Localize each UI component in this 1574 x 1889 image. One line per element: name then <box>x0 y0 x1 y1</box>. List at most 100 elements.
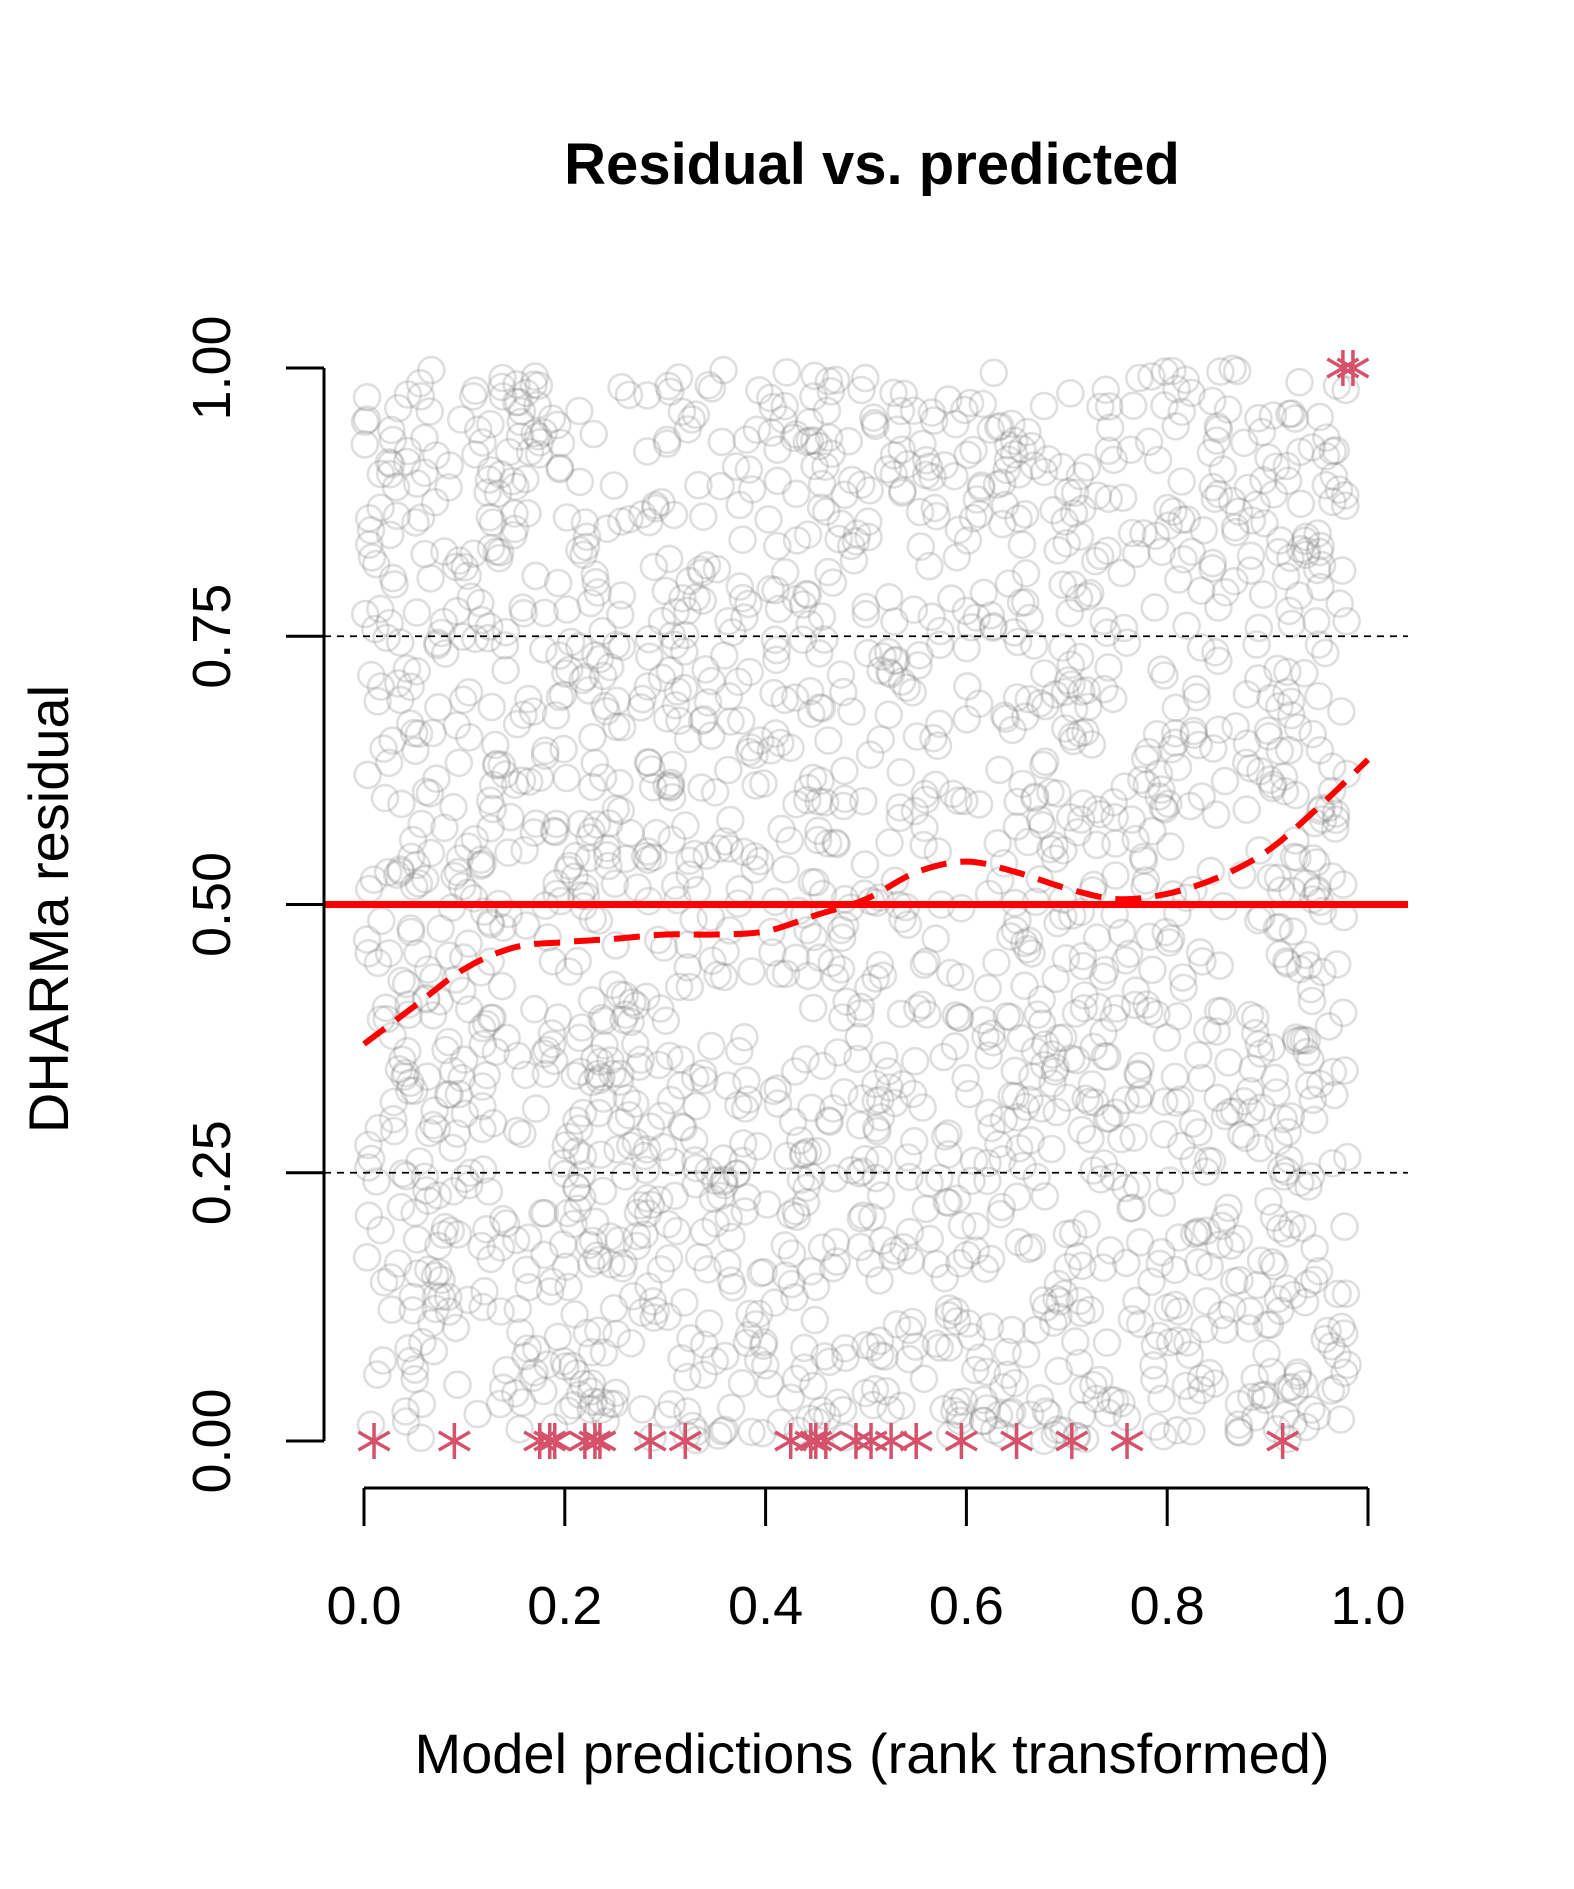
residual-point <box>759 678 788 708</box>
residual-point <box>931 1122 960 1151</box>
residual-point <box>644 1185 674 1215</box>
residual-point <box>675 566 704 596</box>
residual-point <box>521 561 551 591</box>
residual-point <box>750 1351 780 1380</box>
residual-point <box>551 1252 581 1281</box>
residual-point <box>929 1042 958 1072</box>
residual-point <box>545 453 575 483</box>
residual-point <box>1150 661 1179 690</box>
residual-point <box>714 1203 744 1233</box>
residual-point <box>793 520 823 550</box>
residual-point <box>989 848 1019 878</box>
residual-point <box>673 953 703 982</box>
residual-point <box>1085 1365 1114 1395</box>
x-tick-label: 0.4 <box>728 1576 803 1636</box>
residual-point <box>577 1337 607 1367</box>
residual-point <box>1116 1194 1145 1223</box>
residual-point <box>1292 536 1322 566</box>
residual-point <box>1242 630 1271 659</box>
residual-point <box>1171 883 1201 913</box>
residual-point <box>740 740 769 770</box>
residual-point <box>763 531 792 561</box>
residual-point <box>373 857 403 887</box>
residual-point <box>1246 1246 1276 1275</box>
residual-point <box>710 1170 739 1200</box>
residual-point <box>808 1051 837 1081</box>
residual-point <box>582 810 612 839</box>
residual-point <box>570 873 600 903</box>
residual-point <box>826 955 856 984</box>
residual-point <box>1085 541 1115 571</box>
residual-point <box>1251 1385 1280 1415</box>
residual-point <box>860 1374 890 1404</box>
residual-point <box>486 1233 516 1262</box>
residual-point <box>618 988 647 1017</box>
residual-point <box>500 770 530 800</box>
residual-point <box>1040 831 1069 860</box>
residual-point <box>484 543 514 573</box>
residual-point <box>697 721 726 751</box>
residual-point <box>1313 1316 1342 1346</box>
residual-point <box>875 1073 904 1102</box>
residual-point <box>777 1269 807 1299</box>
residual-point <box>572 1318 602 1348</box>
residual-point <box>467 605 496 635</box>
residual-point <box>1127 765 1156 795</box>
residual-point <box>602 686 632 716</box>
residual-point <box>1077 1070 1107 1099</box>
residual-point <box>728 525 757 555</box>
residual-point <box>676 1324 705 1353</box>
residual-point <box>709 355 738 385</box>
residual-point <box>1149 1421 1178 1451</box>
residual-point <box>714 681 744 711</box>
residual-point <box>421 1282 451 1311</box>
residual-point <box>908 429 937 459</box>
residual-point <box>680 839 710 869</box>
residual-point <box>491 1209 521 1238</box>
residual-point <box>869 1041 899 1070</box>
residual-point <box>639 552 669 582</box>
residual-point <box>1030 747 1060 777</box>
residual-point <box>402 469 432 498</box>
residual-point <box>682 582 711 612</box>
residual-point <box>708 1167 738 1196</box>
residual-point <box>521 1094 551 1123</box>
residual-point <box>1200 1369 1229 1398</box>
residual-point <box>1014 1234 1043 1264</box>
residual-point <box>454 722 484 752</box>
residual-point <box>1164 1223 1194 1252</box>
residual-point <box>1204 479 1234 509</box>
residual-point <box>584 1098 614 1128</box>
residual-point <box>590 691 620 721</box>
residual-point <box>592 514 622 544</box>
residual-point <box>1094 653 1123 682</box>
residual-point <box>1052 528 1081 558</box>
residual-point <box>611 1000 641 1030</box>
residual-point <box>988 1372 1018 1402</box>
residual-point <box>1172 611 1201 641</box>
outlier-marker <box>1110 1423 1144 1459</box>
residual-point <box>551 1131 581 1160</box>
residual-point <box>730 1197 760 1226</box>
residual-point <box>524 440 554 469</box>
residual-point <box>1215 1097 1244 1127</box>
residual-point <box>370 783 400 813</box>
residual-point <box>656 771 686 801</box>
residual-point <box>1001 1082 1030 1111</box>
residual-point <box>1244 403 1273 433</box>
residual-point <box>528 635 558 664</box>
residual-point <box>636 1112 666 1142</box>
residual-point <box>732 1183 762 1212</box>
residual-point <box>798 1371 828 1401</box>
residual-point <box>511 1342 540 1371</box>
residual-point <box>1172 505 1202 534</box>
residual-point <box>418 718 447 748</box>
residual-point <box>1044 1356 1073 1386</box>
residual-point <box>565 1380 595 1409</box>
residual-point <box>1082 923 1112 953</box>
residual-point <box>353 1153 383 1182</box>
residual-point <box>411 1176 441 1205</box>
residual-point <box>562 1106 591 1135</box>
residual-point <box>429 1220 458 1249</box>
residual-point <box>446 405 476 434</box>
